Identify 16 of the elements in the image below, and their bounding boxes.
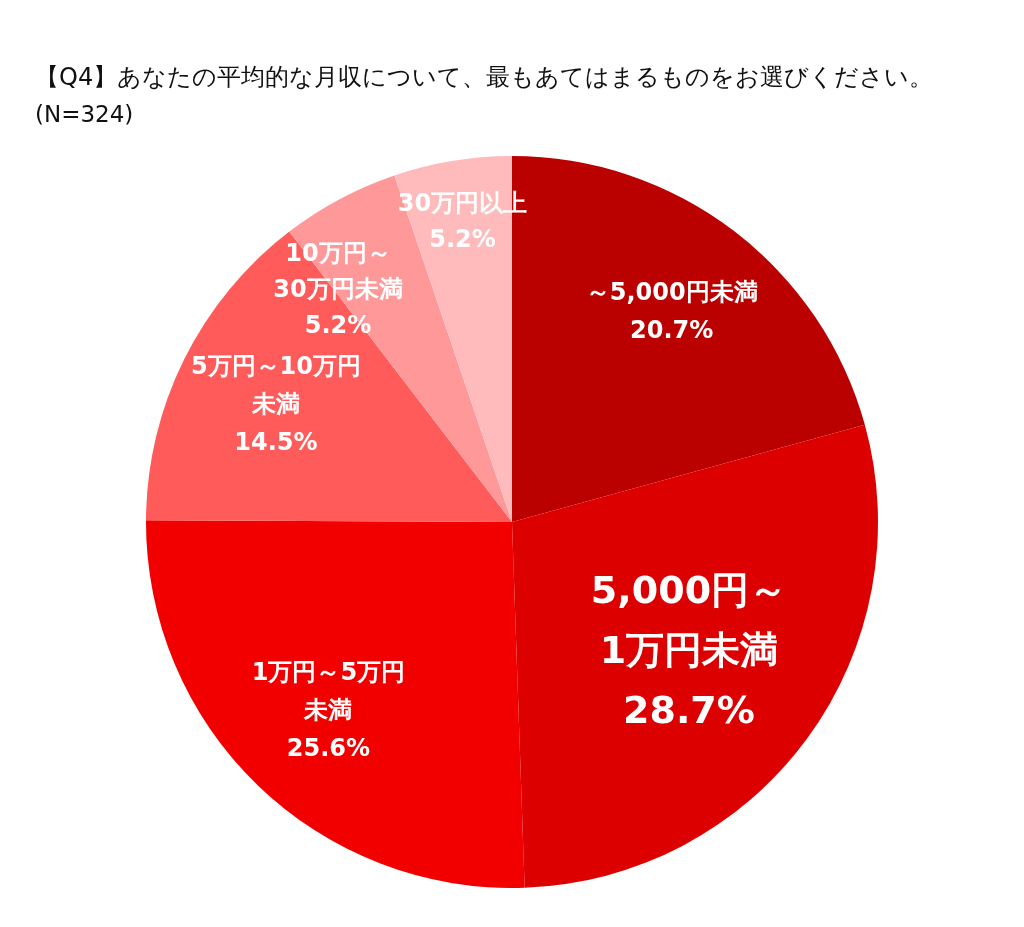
pie-slice [146,520,525,888]
data-label: 25.6% [286,734,371,763]
slice-label: 1万円～5万円未満 [251,658,406,725]
data-label: 5.2% [304,310,372,339]
data-label: 14.5% [234,427,318,456]
chart-subtitle: (N=324) [35,101,134,127]
slice-label: ～5,000円未満 [585,278,758,307]
data-label: 5.2% [429,225,496,254]
pie-slice [146,231,512,522]
chart-title: 【Q4】あなたの平均的な月収について、最もあてはまるものをお選びください。 [35,63,934,91]
data-label: 20.7% [630,316,714,345]
slice-label: 5万円～10万円未満 [190,351,362,418]
slice-label: 10万円～30万円未満 [273,238,403,303]
slice-label: 5,000円～1万円未満 [590,568,788,673]
pie-slice [512,424,878,888]
data-label: 28.7% [623,688,755,733]
